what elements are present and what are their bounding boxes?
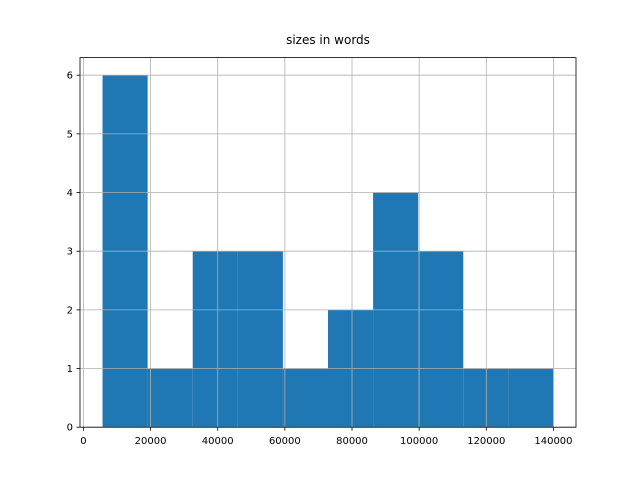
plot-frame <box>79 57 577 428</box>
x-tick-label: 100000 <box>400 436 438 447</box>
y-tick-label: 3 <box>67 247 73 258</box>
y-tick-label: 6 <box>67 71 73 82</box>
y-tick-label: 5 <box>67 129 73 140</box>
bar <box>418 251 464 428</box>
bar <box>282 368 328 428</box>
bar <box>147 368 193 428</box>
y-tick-label: 2 <box>67 305 73 316</box>
x-tick-label: 80000 <box>336 436 368 447</box>
x-tick-label: 120000 <box>467 436 505 447</box>
bar <box>508 368 554 428</box>
y-tick-label: 1 <box>67 364 73 375</box>
x-tick-label: 0 <box>80 436 86 447</box>
x-tick-label: 40000 <box>202 436 234 447</box>
x-tick-label: 60000 <box>269 436 301 447</box>
chart-title: sizes in words <box>286 33 370 47</box>
x-tick-label: 140000 <box>534 436 572 447</box>
bar <box>237 251 283 428</box>
x-tick-label: 20000 <box>135 436 167 447</box>
bar <box>192 251 238 428</box>
y-tick-label: 4 <box>67 188 73 199</box>
bar <box>463 368 509 428</box>
y-tick-label: 0 <box>67 423 73 434</box>
